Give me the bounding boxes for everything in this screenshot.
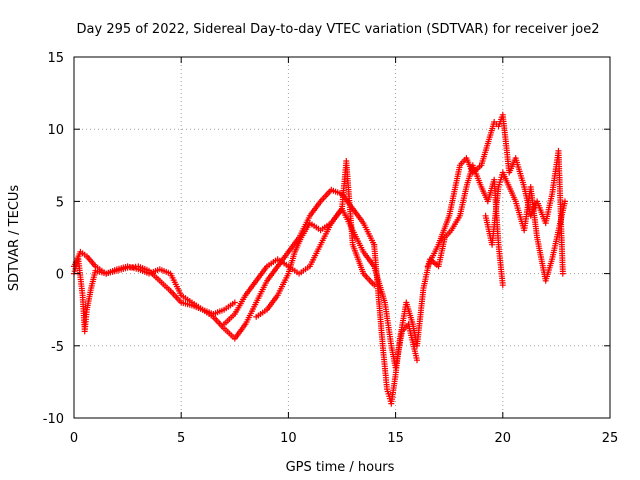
- x-tick-label: 5: [177, 431, 185, 446]
- x-tick-label: 0: [70, 431, 78, 446]
- series-4: [253, 158, 378, 320]
- series-markers: [482, 169, 568, 284]
- x-tick-label: 20: [495, 431, 512, 446]
- data-markers: [71, 111, 568, 407]
- y-tick-label: 5: [56, 195, 64, 210]
- y-tick-label: -5: [51, 340, 64, 355]
- y-tick-label: 10: [47, 123, 64, 138]
- axis-ticks: [73, 56, 611, 419]
- series-7: [482, 169, 568, 284]
- tick-labels: 0 5 10 15 20 25 -10 -5 0 5 10 15: [43, 51, 619, 446]
- x-tick-label: 25: [602, 431, 619, 446]
- y-tick-label: -10: [43, 412, 64, 427]
- y-tick-label: 15: [47, 51, 64, 66]
- chart-title: Day 295 of 2022, Sidereal Day-to-day VTE…: [77, 22, 600, 37]
- plot-frame: [73, 56, 611, 419]
- series-markers: [253, 158, 378, 320]
- y-axis-label: SDTVAR / TECUs: [7, 185, 22, 292]
- x-tick-label: 10: [280, 431, 297, 446]
- y-tick-label: 0: [56, 268, 64, 283]
- x-tick-label: 15: [387, 431, 404, 446]
- x-axis-label: GPS time / hours: [286, 460, 395, 475]
